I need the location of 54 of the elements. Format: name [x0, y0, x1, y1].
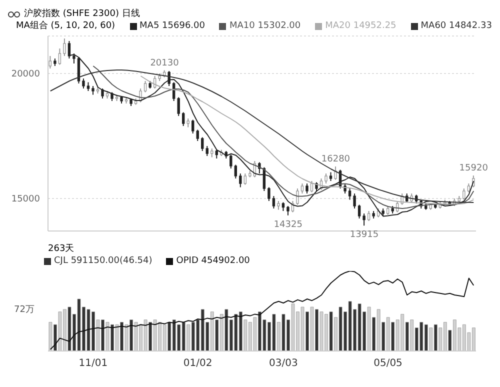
legend-label: CJL 591150.00(46.54) [53, 255, 152, 267]
candlestick [310, 180, 314, 193]
candlestick [48, 56, 52, 69]
candlestick [268, 186, 270, 202]
candlestick [334, 166, 337, 180]
y-tick-label: 15000 [11, 194, 40, 205]
annotation: 15920 [459, 164, 488, 174]
candlestick [244, 173, 247, 186]
candlestick [300, 183, 304, 194]
candlestick [286, 206, 290, 216]
candlestick [201, 136, 204, 152]
legend-label: MA5 15696.00 [138, 20, 205, 32]
candlestick [306, 183, 308, 194]
candlestick [239, 173, 242, 188]
text: 263天 [47, 244, 76, 255]
legend-label: MA60 14842.33 [420, 20, 492, 32]
candlestick [362, 213, 366, 226]
annotation: 16280 [321, 154, 350, 164]
candlestick [296, 188, 299, 206]
candlestick [177, 96, 180, 116]
candlestick [324, 173, 328, 184]
candlestick [168, 70, 170, 86]
x-tick-label: 11/01 [78, 358, 108, 370]
x-tick-label: 01/02 [183, 358, 212, 370]
candlestick [234, 164, 238, 179]
annotation: 20130 [150, 58, 180, 68]
text: 72万 [14, 304, 34, 316]
candlestick [367, 210, 370, 222]
candlestick [196, 129, 199, 142]
chart-title: 沪胶指数 (SHFE 2300) 日线 [24, 8, 140, 20]
legend-label: OPID 454902.00 [175, 255, 250, 267]
candlestick [182, 112, 185, 126]
candlestick [358, 204, 361, 219]
x-tick-label: 05/05 [374, 358, 402, 370]
candlestick [272, 196, 276, 209]
annotation: 13915 [350, 230, 379, 240]
y-tick-label: 20000 [11, 70, 40, 80]
candlestick [230, 154, 232, 169]
candlestick [353, 193, 356, 209]
candlestick [348, 188, 352, 200]
annotation: 14325 [274, 220, 302, 230]
candlestick [206, 146, 208, 156]
candlestick [58, 48, 62, 66]
candlestick [82, 78, 85, 89]
candlestick [258, 162, 261, 174]
candlestick [192, 119, 194, 134]
x-tick-label: 03/03 [268, 358, 298, 370]
candlestick [462, 188, 466, 200]
legend-label: MA10 15302.00 [228, 20, 301, 32]
candlestick [144, 80, 147, 93]
legend-label: MA20 14952.25 [324, 20, 396, 32]
candlestick [101, 88, 104, 99]
candlestick [63, 38, 66, 56]
legend-title: MA组合 (5, 10, 20, 60) [16, 20, 116, 32]
